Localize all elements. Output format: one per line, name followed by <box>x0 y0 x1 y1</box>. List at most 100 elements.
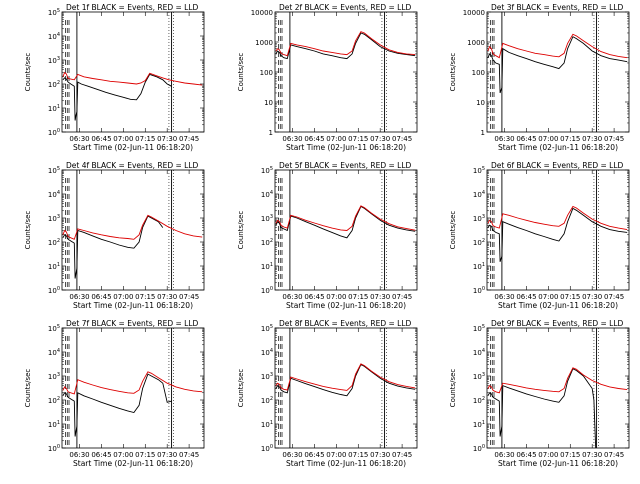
series-line-events <box>487 207 628 262</box>
chart-title: Det 9f BLACK = Events, RED = LLD <box>491 319 624 328</box>
series-line-lld <box>62 214 203 240</box>
x-tick-label: 07:45 <box>392 135 412 143</box>
y-tick-label: 100 <box>473 286 485 295</box>
y-tick-label: 101 <box>48 104 60 113</box>
y-tick-label: 102 <box>473 238 485 247</box>
x-tick-label: 07:15 <box>348 293 368 301</box>
series-line-lld <box>275 363 416 391</box>
x-axis-label: Start Time (02-Jun-11 06:18:20) <box>498 301 618 310</box>
x-tick-label: 07:00 <box>326 135 346 143</box>
y-tick-label: 100 <box>472 69 485 77</box>
plot-frame <box>486 11 630 133</box>
y-tick-label: 105 <box>48 8 60 17</box>
x-tick-label: 07:45 <box>179 293 199 301</box>
series-line-events <box>275 32 416 60</box>
y-tick-label: 105 <box>48 166 60 175</box>
x-tick-label: 06:45 <box>304 293 324 301</box>
x-tick-label: 07:15 <box>348 135 368 143</box>
y-tick-label: 104 <box>261 190 273 199</box>
y-tick-label: 103 <box>48 56 60 65</box>
series-line-events <box>62 373 172 437</box>
y-tick-label: 104 <box>473 190 485 199</box>
chart-title: Det 5f BLACK = Events, RED = LLD <box>279 161 412 170</box>
plot-frame <box>61 169 205 291</box>
x-tick-label: 07:45 <box>604 135 624 143</box>
y-tick-label: 1000 <box>255 39 273 47</box>
y-tick-label: 1 <box>481 129 485 137</box>
series-line-events <box>62 215 164 279</box>
y-tick-label: 103 <box>261 214 273 223</box>
y-tick-label: 101 <box>48 262 60 271</box>
y-tick-label: 102 <box>261 396 273 405</box>
x-tick-label: 07:15 <box>135 135 155 143</box>
plot-frame <box>61 327 205 449</box>
y-tick-label: 10000 <box>463 9 485 17</box>
chart-panel-9: Det 9f BLACK = Events, RED = LLD 100 101 10… <box>449 319 630 468</box>
chart-panel-1: Det 1f BLACK = Events, RED = LLD 100 101 10… <box>24 3 205 152</box>
x-tick-label: 07:30 <box>582 451 602 459</box>
x-tick-label: 07:45 <box>392 451 412 459</box>
y-axis-label: Counts/sec <box>449 211 457 250</box>
y-tick-label: 104 <box>48 32 60 41</box>
y-tick-label: 100 <box>261 444 273 453</box>
x-tick-label: 07:15 <box>135 451 155 459</box>
series-line-lld <box>275 205 416 231</box>
y-axis-label: Counts/sec <box>449 53 457 92</box>
x-tick-label: 07:30 <box>370 135 390 143</box>
x-tick-label: 06:45 <box>304 135 324 143</box>
series-line-lld <box>62 371 203 395</box>
x-tick-label: 07:15 <box>135 293 155 301</box>
x-axis-label: Start Time (02-Jun-11 06:18:20) <box>286 301 406 310</box>
y-tick-label: 102 <box>261 238 273 247</box>
x-tick-label: 07:30 <box>157 451 177 459</box>
x-tick-label: 07:30 <box>582 135 602 143</box>
x-tick-label: 06:45 <box>91 451 111 459</box>
x-tick-label: 07:30 <box>370 293 390 301</box>
x-tick-label: 07:00 <box>538 293 558 301</box>
x-tick-label: 07:15 <box>560 451 580 459</box>
y-tick-label: 101 <box>48 420 60 429</box>
y-tick-label: 102 <box>473 396 485 405</box>
x-tick-label: 06:45 <box>304 451 324 459</box>
chart-panel-7: Det 7f BLACK = Events, RED = LLD 100 101 10… <box>24 319 205 468</box>
x-tick-label: 07:30 <box>582 293 602 301</box>
plot-frame <box>274 169 418 291</box>
x-tick-label: 07:30 <box>370 451 390 459</box>
y-tick-label: 102 <box>48 396 60 405</box>
y-tick-label: 104 <box>48 348 60 357</box>
y-tick-label: 104 <box>48 190 60 199</box>
x-tick-label: 06:30 <box>69 451 89 459</box>
series-line-lld <box>62 71 203 86</box>
plot-frame <box>486 327 630 449</box>
x-axis-label: Start Time (02-Jun-11 06:18:20) <box>286 143 406 152</box>
x-tick-label: 06:45 <box>91 293 111 301</box>
chart-title: Det 7f BLACK = Events, RED = LLD <box>66 319 199 328</box>
x-tick-label: 07:00 <box>113 135 133 143</box>
y-tick-label: 105 <box>261 166 273 175</box>
y-axis-label: Counts/sec <box>237 53 245 92</box>
y-tick-label: 100 <box>48 444 60 453</box>
y-axis-label: Counts/sec <box>237 211 245 250</box>
y-tick-label: 100 <box>48 286 60 295</box>
chart-panel-3: Det 3f BLACK = Events, RED = LLD 1 10 100 10… <box>449 3 630 152</box>
y-tick-label: 105 <box>48 324 60 333</box>
x-tick-label: 07:00 <box>326 293 346 301</box>
x-tick-label: 06:45 <box>516 135 536 143</box>
x-axis-label: Start Time (02-Jun-11 06:18:20) <box>73 143 193 152</box>
y-tick-label: 105 <box>473 166 485 175</box>
chart-panel-6: Det 6f BLACK = Events, RED = LLD 100 101 10… <box>449 161 630 310</box>
x-tick-label: 06:30 <box>282 135 302 143</box>
y-tick-label: 101 <box>473 262 485 271</box>
y-axis-label: Counts/sec <box>449 369 457 408</box>
y-tick-label: 100 <box>473 444 485 453</box>
chart-title: Det 2f BLACK = Events, RED = LLD <box>279 3 412 12</box>
y-tick-label: 103 <box>261 372 273 381</box>
y-tick-label: 102 <box>48 80 60 89</box>
x-tick-label: 07:45 <box>392 293 412 301</box>
x-tick-label: 07:15 <box>560 293 580 301</box>
y-axis-label: Counts/sec <box>24 53 32 92</box>
x-tick-label: 06:45 <box>91 135 111 143</box>
x-tick-label: 07:00 <box>538 135 558 143</box>
plot-frame <box>61 11 205 133</box>
